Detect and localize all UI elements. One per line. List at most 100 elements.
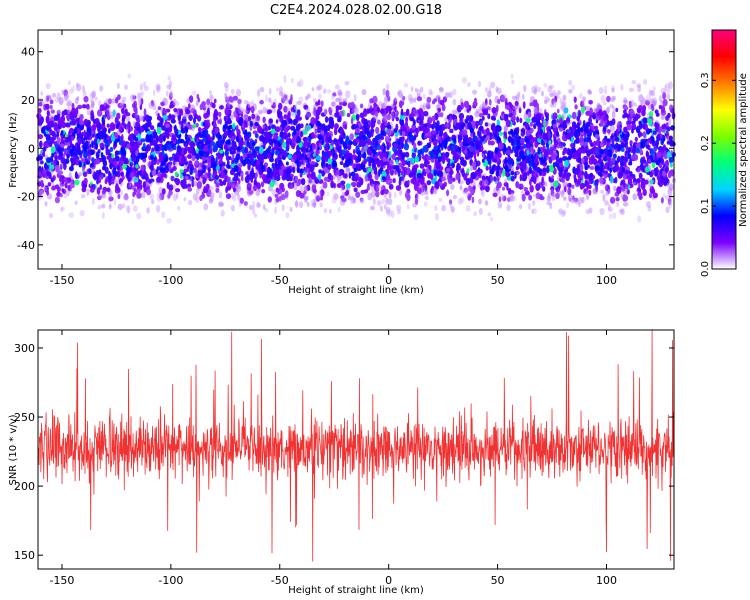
heatmap-cell: [628, 117, 633, 122]
heatmap-cell: [97, 205, 101, 210]
heatmap-cell: [375, 126, 380, 135]
heatmap-cell: [226, 101, 230, 106]
heatmap-cell: [242, 153, 246, 159]
colorbar-tick-label: 0.2: [700, 135, 711, 151]
heatmap-cell: [489, 140, 495, 146]
heatmap-cell: [214, 182, 220, 190]
heatmap-cell: [117, 193, 121, 200]
heatmap-cell: [542, 133, 548, 140]
heatmap-cell: [423, 110, 429, 117]
heatmap-x-tick-label: 100: [596, 274, 617, 287]
heatmap-cell: [206, 191, 212, 198]
heatmap-cell: [570, 136, 574, 144]
heatmap-cell: [585, 190, 589, 197]
heatmap-cell: [369, 98, 374, 104]
heatmap-cell: [546, 97, 551, 103]
heatmap-cell: [196, 188, 200, 195]
heatmap-cell: [225, 186, 229, 194]
heatmap-cell: [393, 128, 398, 134]
heatmap-cell: [556, 189, 562, 196]
heatmap-cell: [299, 79, 304, 87]
heatmap-cell: [376, 144, 382, 151]
heatmap-cell: [54, 155, 58, 162]
heatmap-cell: [583, 188, 589, 195]
heatmap-cell: [562, 94, 567, 101]
heatmap-cell: [391, 126, 394, 134]
heatmap-cell: [487, 106, 491, 111]
heatmap-cell: [482, 108, 487, 116]
heatmap-cell: [403, 143, 410, 151]
heatmap-cell: [113, 160, 118, 168]
heatmap-cell: [501, 111, 505, 116]
heatmap-cell: [543, 151, 549, 158]
heatmap-cell: [157, 106, 162, 111]
heatmap-cell: [490, 216, 493, 222]
heatmap-cell: [89, 98, 94, 103]
heatmap-cell: [609, 175, 614, 184]
heatmap-cell: [504, 178, 508, 184]
heatmap-cell: [117, 203, 124, 211]
heatmap-cell: [198, 140, 202, 145]
heatmap-cell: [245, 171, 249, 176]
heatmap-cell: [394, 105, 397, 113]
heatmap-cell: [472, 131, 476, 137]
heatmap-cell: [296, 100, 302, 105]
heatmap-cell: [411, 171, 416, 176]
heatmap-cell: [359, 199, 365, 204]
heatmap-cell: [272, 102, 276, 109]
heatmap-cell: [435, 125, 440, 132]
heatmap-cell: [207, 158, 212, 163]
heatmap-cell: [380, 144, 384, 151]
heatmap-cell: [531, 208, 535, 215]
heatmap-cell: [140, 97, 144, 106]
heatmap-cell: [605, 191, 609, 196]
heatmap-cell: [427, 116, 433, 125]
heatmap-cell: [78, 137, 82, 145]
heatmap-cell: [481, 152, 485, 159]
heatmap-cell: [99, 142, 105, 148]
heatmap-cell: [613, 185, 617, 192]
heatmap-cell: [314, 128, 318, 135]
heatmap-cell: [524, 174, 527, 180]
heatmap-cell: [169, 92, 173, 101]
heatmap-cell: [585, 121, 591, 128]
heatmap-cell: [481, 189, 484, 196]
heatmap-cell: [595, 148, 599, 155]
heatmap-cell: [265, 148, 270, 155]
heatmap-cell: [306, 184, 311, 191]
heatmap-cell: [214, 174, 220, 180]
heatmap-cell: [50, 155, 54, 162]
heatmap-cell: [653, 145, 657, 153]
heatmap-cell: [607, 150, 613, 157]
heatmap-cell: [637, 85, 641, 93]
heatmap-cell: [260, 181, 265, 188]
heatmap-cell: [604, 89, 607, 95]
heatmap-cell: [616, 157, 620, 164]
heatmap-cell: [423, 134, 428, 140]
heatmap-cell: [136, 170, 141, 176]
heatmap-cell: [123, 194, 128, 201]
heatmap-cell: [300, 168, 304, 174]
heatmap-cell: [419, 118, 424, 126]
heatmap-cell: [300, 131, 303, 138]
heatmap-cell: [345, 90, 351, 99]
heatmap-cell: [268, 125, 271, 131]
heatmap-cell: [638, 183, 641, 189]
heatmap-cell: [496, 87, 502, 95]
heatmap-cell: [101, 212, 105, 219]
heatmap-cell: [379, 108, 385, 115]
heatmap-cell: [355, 163, 359, 169]
heatmap-cell: [176, 139, 180, 145]
heatmap-cell: [191, 180, 195, 188]
heatmap-cell: [70, 157, 76, 166]
heatmap-cell: [388, 191, 392, 199]
heatmap-cell: [303, 190, 307, 195]
heatmap-cell: [258, 156, 264, 162]
heatmap-cell: [440, 129, 444, 137]
heatmap-cell: [650, 171, 654, 178]
heatmap-cell: [330, 140, 334, 146]
heatmap-cell: [601, 139, 605, 148]
heatmap-cell: [510, 175, 515, 182]
heatmap-cell: [510, 191, 514, 200]
heatmap-cell: [70, 148, 74, 154]
